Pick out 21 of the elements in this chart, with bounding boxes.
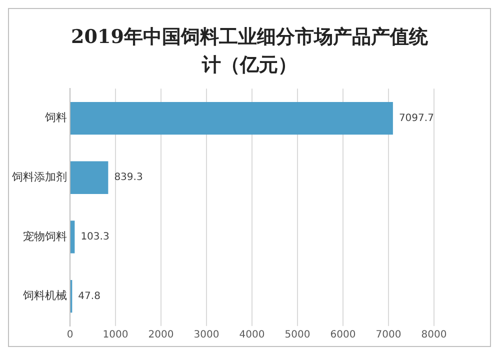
x-tick-label: 8000 (421, 330, 447, 341)
x-tick-label: 3000 (194, 330, 220, 341)
chart-title: 2019年中国饲料工业细分市场产品产值统计（亿元） (70, 25, 429, 78)
data-label: 839.3 (114, 172, 143, 184)
y-tick-label: 饲料添加剂 (11, 170, 67, 184)
y-tick-label: 饲料 (44, 111, 67, 124)
bar (70, 161, 108, 194)
data-label: 103.3 (80, 232, 110, 243)
y-tick-label: 宠物饲料 (23, 230, 67, 243)
y-tick-label: 饲料机械 (22, 289, 67, 302)
x-tick-label: 2000 (148, 330, 174, 341)
data-label: 7097.7 (398, 112, 434, 124)
x-tick-label: 4000 (239, 330, 265, 341)
x-tick-label: 0 (66, 330, 74, 341)
data-label: 47.8 (78, 290, 100, 302)
x-tick-label: 7000 (376, 330, 402, 341)
x-tick-label: 5000 (284, 330, 310, 341)
bar (70, 220, 75, 254)
x-tick-label: 6000 (330, 330, 356, 341)
bar (70, 102, 393, 135)
x-tick-label: 1000 (102, 330, 128, 341)
